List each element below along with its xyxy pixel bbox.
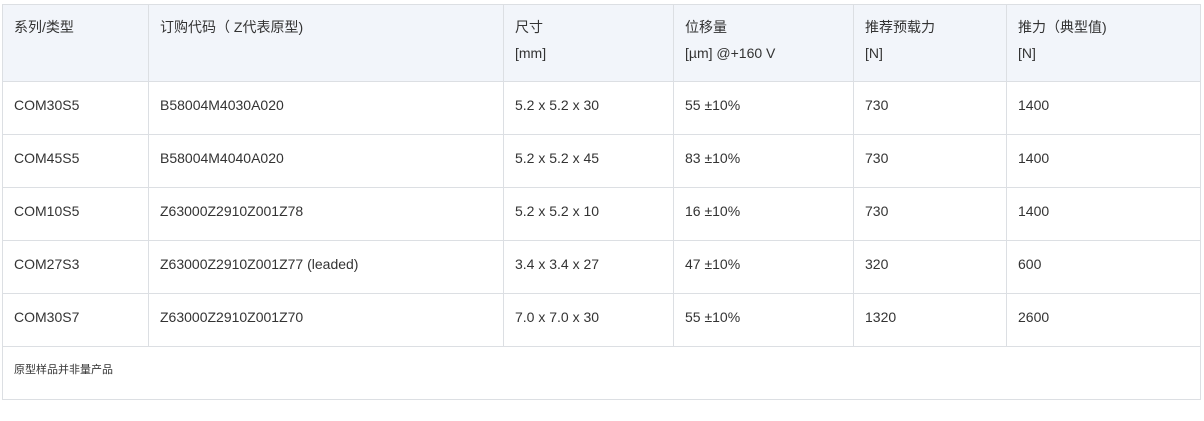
header-label: 推荐预载力: [865, 19, 935, 35]
table-row: COM10S5 Z63000Z2910Z001Z78 5.2 x 5.2 x 10 1…: [2, 187, 1201, 241]
header-unit: [N]: [1018, 45, 1036, 61]
table-cell: 7.0 x 7.0 x 30: [503, 293, 674, 347]
header-label: 尺寸: [515, 19, 543, 35]
table-cell: Z63000Z2910Z001Z70: [148, 293, 504, 347]
header-unit: [µm] @+160 V: [685, 45, 776, 61]
table-cell: 16 ±10%: [673, 187, 854, 241]
table-row: COM30S5 B58004M4030A020 5.2 x 5.2 x 30 55 ±…: [2, 81, 1201, 135]
table-cell: 600: [1006, 240, 1201, 294]
header-label: 订购代码（ Z代表原型): [160, 19, 304, 35]
table-cell: 1320: [853, 293, 1007, 347]
table-cell: B58004M4030A020: [148, 81, 504, 135]
table-cell: COM45S5: [2, 134, 149, 188]
table-cell: COM27S3: [2, 240, 149, 294]
table-cell: 55 ±10%: [673, 293, 854, 347]
table-cell: 730: [853, 81, 1007, 135]
column-header: 订购代码（ Z代表原型): [148, 4, 504, 82]
header-unit: [N]: [865, 45, 883, 61]
header-label: 位移量: [685, 19, 727, 35]
header-label: 系列/类型: [14, 19, 74, 35]
table-row: COM30S7 Z63000Z2910Z001Z70 7.0 x 7.0 x 30 5…: [2, 293, 1201, 347]
table-cell: 1400: [1006, 187, 1201, 241]
column-header: 尺寸 [mm]: [503, 4, 674, 82]
table-cell: 1400: [1006, 81, 1201, 135]
table-cell: 730: [853, 134, 1007, 188]
table-cell: 730: [853, 187, 1007, 241]
table-cell: 5.2 x 5.2 x 10: [503, 187, 674, 241]
header-unit: [mm]: [515, 45, 547, 61]
table-cell: 3.4 x 3.4 x 27: [503, 240, 674, 294]
table-cell: 83 ±10%: [673, 134, 854, 188]
column-header: 推荐预载力 [N]: [853, 4, 1007, 82]
product-table: 系列/类型 订购代码（ Z代表原型) 尺寸 [mm] 位移量 [µm] @+160 V 推荐…: [2, 4, 1201, 400]
table-cell: COM30S7: [2, 293, 149, 347]
column-header: 系列/类型: [2, 4, 149, 82]
table-cell: 47 ±10%: [673, 240, 854, 294]
table-cell: 55 ±10%: [673, 81, 854, 135]
table-cell: 320: [853, 240, 1007, 294]
table-cell: 1400: [1006, 134, 1201, 188]
header-row: 系列/类型 订购代码（ Z代表原型) 尺寸 [mm] 位移量 [µm] @+160 V 推荐…: [2, 4, 1201, 82]
table-cell: COM10S5: [2, 187, 149, 241]
table-cell: COM30S5: [2, 81, 149, 135]
table-cell: 5.2 x 5.2 x 45: [503, 134, 674, 188]
table-cell: 2600: [1006, 293, 1201, 347]
table-cell: Z63000Z2910Z001Z77 (leaded): [148, 240, 504, 294]
header-label: 推力（典型值): [1018, 19, 1107, 35]
footnote: 原型样品并非量产品: [2, 346, 1201, 400]
column-header: 位移量 [µm] @+160 V: [673, 4, 854, 82]
table-cell: B58004M4040A020: [148, 134, 504, 188]
column-header: 推力（典型值) [N]: [1006, 4, 1201, 82]
table-row: COM45S5 B58004M4040A020 5.2 x 5.2 x 45 83 ±…: [2, 134, 1201, 188]
table-cell: Z63000Z2910Z001Z78: [148, 187, 504, 241]
table-row: COM27S3 Z63000Z2910Z001Z77 (leaded) 3.4 x …: [2, 240, 1201, 294]
table-cell: 5.2 x 5.2 x 30: [503, 81, 674, 135]
